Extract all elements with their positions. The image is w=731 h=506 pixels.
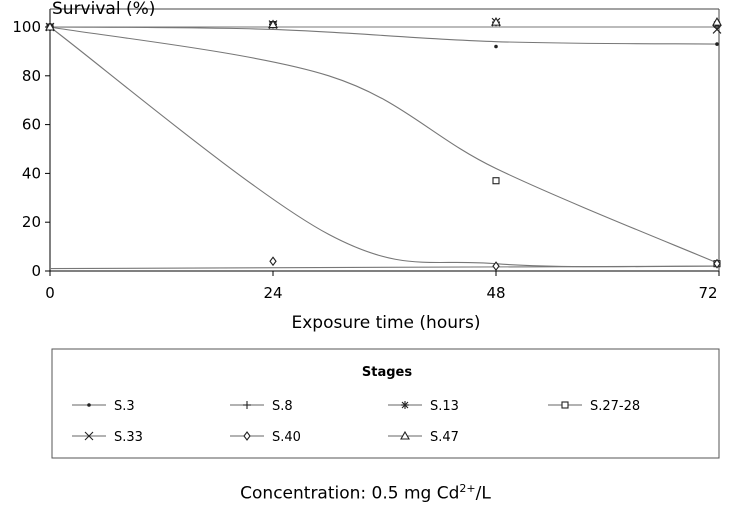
y-tick-label: 40 xyxy=(22,164,41,182)
legend-marker-s-3 xyxy=(87,403,91,407)
fit-curves xyxy=(49,26,720,270)
legend-box xyxy=(51,348,720,459)
legend-marker-s-40-shape xyxy=(243,431,251,441)
legend-label: S.40 xyxy=(272,430,301,445)
x-tick-label: 72 xyxy=(698,284,717,302)
data-point-s-3 xyxy=(715,42,719,46)
legend-item-s-3: S.3 xyxy=(72,399,135,414)
y-tick-label: 20 xyxy=(22,213,41,231)
y-tick-label: 0 xyxy=(31,262,41,280)
x-ticks: 0 24 48 72 xyxy=(45,271,720,302)
legend-items: S.3 S.8 S.13 S.27-28 S.33 S.40 S.47 xyxy=(72,399,640,445)
data-point-s-33 xyxy=(712,25,722,34)
fit-curve xyxy=(49,265,720,270)
data-point-s-27-28-shape xyxy=(492,177,500,185)
fit-curve xyxy=(49,26,720,45)
caption-suffix: /L xyxy=(475,483,491,504)
legend-marker-s-13-shape xyxy=(401,401,409,409)
data-point-s-40 xyxy=(492,261,500,272)
y-ticks: 0 20 40 60 80 100 xyxy=(12,18,50,280)
legend-marker-s-47-shape xyxy=(400,430,410,440)
x-tick-label: 48 xyxy=(486,284,505,302)
data-point-s-47 xyxy=(491,17,501,26)
legend-marker-s-33 xyxy=(84,431,94,441)
y-axis-title: Survival (%) xyxy=(52,0,155,19)
data-point-s-47-shape xyxy=(491,17,501,26)
caption-prefix: Concentration: 0.5 mg Cd xyxy=(240,483,460,504)
data-point-s-47-shape xyxy=(712,17,722,26)
legend: Stages S.3 S.8 S.13 S.27-28 S.33 S.40 S.47 xyxy=(51,348,720,459)
legend-marker-s-33-shape xyxy=(84,431,94,441)
data-point-s-47 xyxy=(268,19,278,29)
data-point-s-40 xyxy=(713,258,721,269)
data-point-s-3-shape xyxy=(715,42,719,46)
legend-marker-s-8 xyxy=(243,401,251,409)
legend-label: S.8 xyxy=(272,399,293,414)
legend-item-s-27-28: S.27-28 xyxy=(548,399,640,414)
legend-marker-s-3-shape xyxy=(87,403,91,407)
legend-item-s-47: S.47 xyxy=(388,430,459,445)
legend-label: S.13 xyxy=(430,399,459,414)
legend-marker-s-13 xyxy=(401,401,409,409)
legend-marker-s-40 xyxy=(243,431,251,441)
data-point-s-33-shape xyxy=(712,25,722,34)
legend-title: Stages xyxy=(362,365,412,380)
plot-frame xyxy=(49,8,720,272)
legend-item-s-40: S.40 xyxy=(230,430,301,445)
legend-marker-s-27-28-shape xyxy=(561,401,569,409)
legend-label: S.33 xyxy=(114,430,143,445)
data-point-s-47-shape xyxy=(268,19,278,29)
x-axis-title: Exposure time (hours) xyxy=(292,313,481,333)
y-tick-label: 60 xyxy=(22,116,41,134)
data-point-s-40-shape xyxy=(269,256,277,267)
legend-label: S.3 xyxy=(114,399,135,414)
legend-item-s-8: S.8 xyxy=(230,399,293,414)
data-markers xyxy=(45,17,722,272)
legend-marker-s-47 xyxy=(400,430,410,440)
data-point-s-3 xyxy=(494,44,498,49)
data-point-s-27-28 xyxy=(492,177,500,185)
data-point-s-40-shape xyxy=(713,258,721,269)
caption-superscript: 2+ xyxy=(459,482,476,495)
x-tick-label: 0 xyxy=(45,284,55,302)
legend-item-s-33: S.33 xyxy=(72,430,143,445)
data-point-s-3-shape xyxy=(494,44,498,49)
y-tick-label: 100 xyxy=(12,18,41,36)
fit-curve xyxy=(49,26,720,265)
legend-marker-s-27-28 xyxy=(561,401,569,409)
legend-label: S.27-28 xyxy=(590,399,640,414)
data-point-s-40-shape xyxy=(492,261,500,272)
y-tick-label: 80 xyxy=(22,67,41,85)
x-tick-label: 24 xyxy=(263,284,282,302)
legend-label: S.47 xyxy=(430,430,459,445)
data-point-s-47 xyxy=(45,21,55,31)
data-point-s-47-shape xyxy=(45,21,55,31)
data-point-s-40 xyxy=(269,256,277,267)
legend-item-s-13: S.13 xyxy=(388,399,459,414)
fit-curve xyxy=(49,26,720,268)
concentration-caption: Concentration: 0.5 mg Cd2+/L xyxy=(0,482,731,504)
data-point-s-47 xyxy=(712,17,722,26)
